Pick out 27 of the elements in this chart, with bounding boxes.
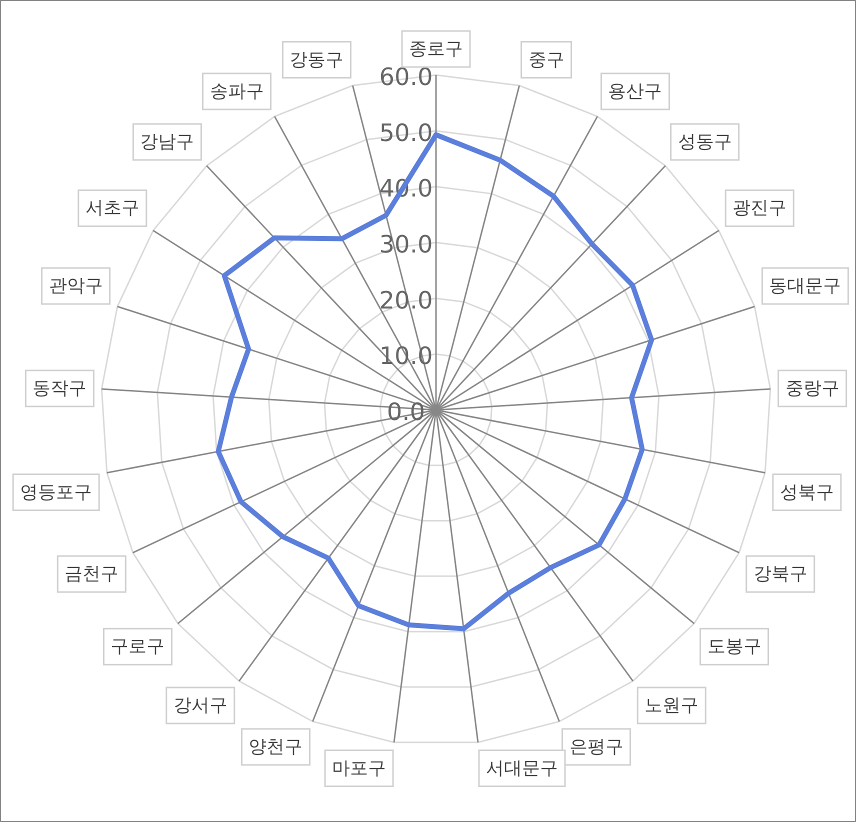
spoke-label: 성북구 (780, 482, 834, 503)
spoke-label: 서대문구 (486, 758, 558, 779)
spoke-label: 동작구 (32, 378, 87, 399)
spoke-label: 금천구 (64, 564, 119, 585)
spoke-label: 강서구 (173, 694, 228, 716)
spoke-label: 동대문구 (769, 276, 842, 297)
spoke-label: 관악구 (48, 276, 103, 297)
spoke-label: 광진구 (732, 198, 787, 219)
spoke-label: 강북구 (753, 564, 808, 585)
spoke-label: 강동구 (290, 49, 344, 70)
spoke-label: 강남구 (140, 131, 194, 152)
spoke-label: 종로구 (409, 38, 463, 60)
spoke-label: 송파구 (210, 80, 264, 102)
spoke-label: 서초구 (85, 198, 140, 219)
y-tick-label: 60.0 (379, 63, 433, 91)
spoke-label: 영등포구 (20, 482, 92, 503)
spoke-label: 마포구 (332, 758, 386, 779)
spoke-label: 노원구 (644, 694, 699, 716)
spoke-label: 양천구 (248, 736, 303, 758)
y-tick-label: 50.0 (379, 118, 433, 147)
spoke-label: 용산구 (608, 80, 662, 102)
spoke-label: 도봉구 (707, 636, 762, 658)
spoke-label: 구로구 (110, 636, 165, 658)
spoke-label: 성동구 (678, 131, 732, 152)
spoke-label: 중구 (528, 49, 564, 70)
spoke-label: 은평구 (569, 736, 624, 758)
spoke-label: 중랑구 (785, 378, 840, 399)
